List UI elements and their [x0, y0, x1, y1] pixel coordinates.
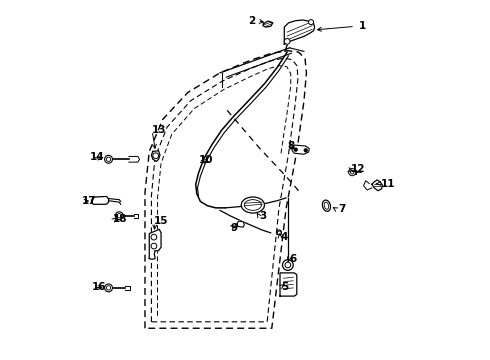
- Circle shape: [348, 168, 356, 176]
- Text: 2: 2: [248, 16, 256, 26]
- Text: 12: 12: [350, 164, 365, 174]
- Text: 5: 5: [281, 282, 288, 292]
- Text: 8: 8: [288, 141, 295, 151]
- Polygon shape: [280, 273, 297, 296]
- Polygon shape: [237, 221, 245, 227]
- Text: 4: 4: [281, 232, 288, 242]
- Circle shape: [304, 149, 308, 152]
- Circle shape: [151, 234, 157, 240]
- Polygon shape: [364, 181, 372, 190]
- Polygon shape: [92, 197, 109, 204]
- Circle shape: [284, 39, 290, 44]
- Text: 9: 9: [231, 223, 238, 233]
- Text: 1: 1: [359, 21, 367, 31]
- Text: 16: 16: [92, 282, 106, 292]
- Polygon shape: [263, 21, 273, 27]
- Circle shape: [153, 153, 159, 158]
- Text: 6: 6: [290, 253, 297, 264]
- Polygon shape: [284, 20, 315, 44]
- Text: 15: 15: [154, 216, 169, 226]
- Text: 18: 18: [113, 214, 127, 224]
- Circle shape: [115, 212, 123, 220]
- Text: 10: 10: [198, 156, 213, 165]
- Text: 14: 14: [90, 152, 104, 162]
- Circle shape: [277, 231, 281, 235]
- Polygon shape: [151, 151, 160, 161]
- Text: 13: 13: [152, 125, 167, 135]
- Circle shape: [104, 156, 113, 163]
- Circle shape: [104, 284, 113, 292]
- Ellipse shape: [322, 200, 331, 211]
- Polygon shape: [292, 145, 309, 154]
- Text: 7: 7: [338, 203, 345, 213]
- Ellipse shape: [241, 197, 265, 213]
- Circle shape: [151, 243, 157, 249]
- Text: 3: 3: [259, 211, 267, 221]
- Text: 11: 11: [381, 179, 395, 189]
- Polygon shape: [149, 229, 161, 259]
- Circle shape: [309, 19, 314, 24]
- Polygon shape: [372, 180, 383, 191]
- Circle shape: [294, 148, 297, 152]
- Circle shape: [283, 260, 293, 270]
- Text: 17: 17: [82, 197, 97, 206]
